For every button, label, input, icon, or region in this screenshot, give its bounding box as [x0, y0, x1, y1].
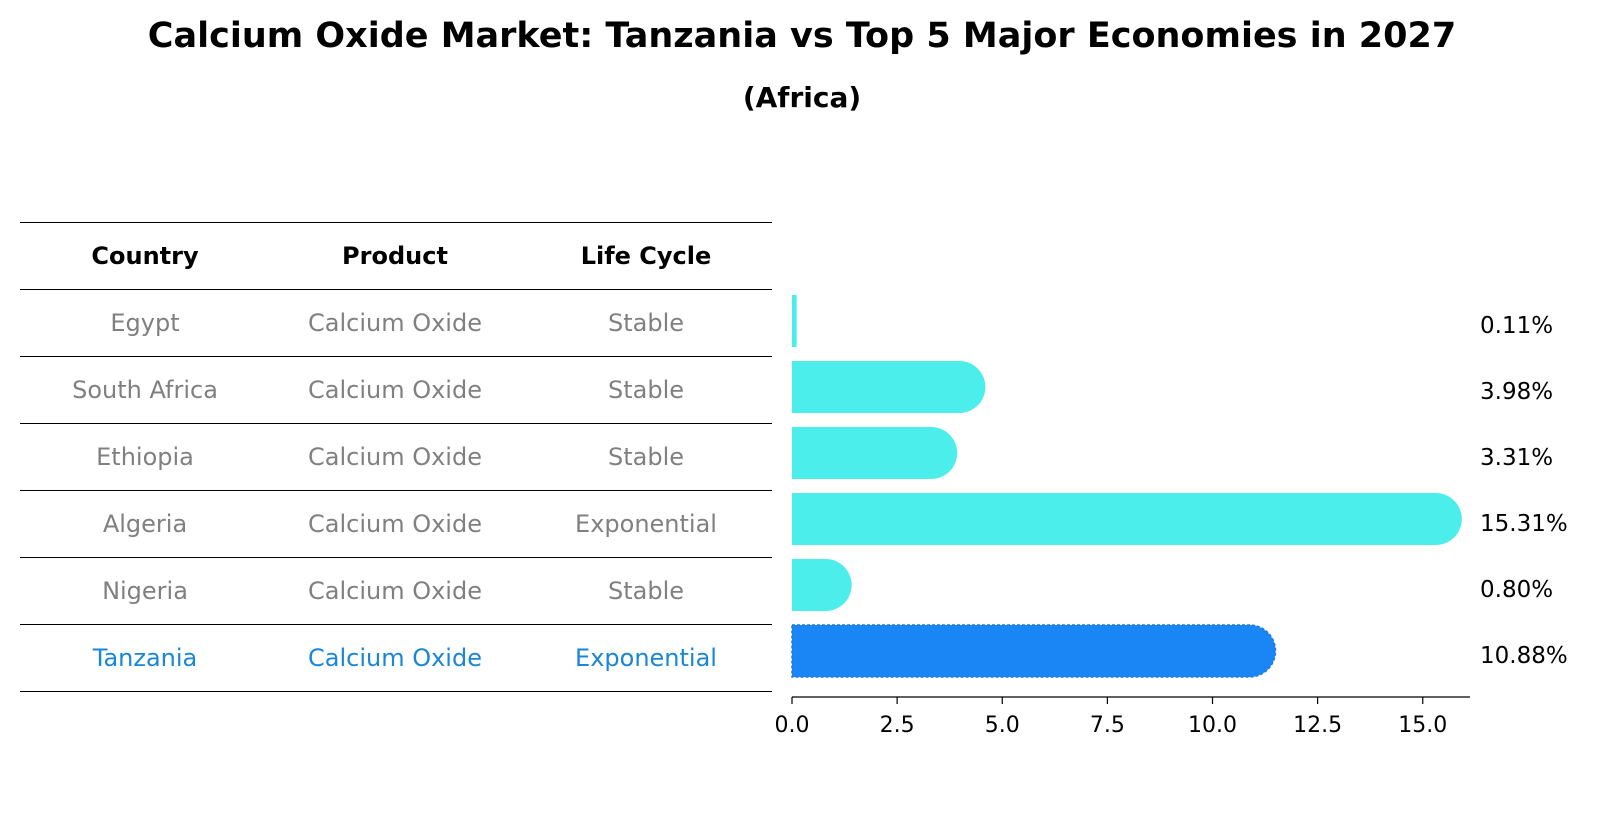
bar	[792, 295, 797, 347]
cell-life-cycle: Exponential	[575, 510, 717, 538]
bar-value-label: 3.31%	[1480, 445, 1553, 471]
cell-life-cycle: Stable	[607, 309, 685, 337]
table-row: Egypt Calcium Oxide Stable	[20, 290, 772, 357]
bar-highlight	[791, 624, 1277, 678]
bar-value-label: 15.31%	[1480, 511, 1568, 537]
cell-product: Calcium Oxide	[308, 510, 482, 538]
table-row: South Africa Calcium Oxide Stable	[20, 357, 772, 424]
bar	[792, 559, 852, 611]
cell-life-cycle: Stable	[607, 443, 685, 471]
header-product: Product	[342, 242, 448, 270]
chart-subtitle: (Africa)	[742, 81, 862, 114]
x-tick-label: 12.5	[1293, 713, 1342, 738]
bar	[792, 427, 958, 479]
cell-country: Tanzania	[92, 644, 198, 672]
x-tick-label: 15.0	[1398, 713, 1447, 738]
x-tick-label: 2.5	[880, 713, 915, 738]
cell-country: Egypt	[110, 309, 180, 337]
cell-country: Algeria	[102, 510, 188, 538]
cell-product: Calcium Oxide	[308, 376, 482, 404]
bar-value-label: 3.98%	[1480, 379, 1553, 405]
cell-country: Nigeria	[102, 577, 188, 605]
x-tick-label: 7.5	[1090, 713, 1125, 738]
bar-value-label: 10.88%	[1480, 643, 1568, 669]
cell-product: Calcium Oxide	[308, 309, 482, 337]
table-row: Ethiopia Calcium Oxide Stable	[20, 424, 772, 491]
cell-life-cycle: Exponential	[575, 644, 717, 672]
bar-value-label: 0.80%	[1480, 577, 1553, 603]
chart-title: Calcium Oxide Market: Tanzania vs Top 5 …	[147, 16, 1457, 56]
cell-product: Calcium Oxide	[308, 577, 482, 605]
bar	[792, 493, 1462, 545]
x-tick-label: 5.0	[985, 713, 1020, 738]
bar	[792, 361, 986, 413]
cell-product: Calcium Oxide	[308, 644, 482, 672]
x-tick-label: 0.0	[775, 713, 810, 738]
header-life-cycle: Life Cycle	[580, 242, 712, 270]
cell-life-cycle: Stable	[607, 376, 685, 404]
bar-value-label: 0.11%	[1480, 313, 1553, 339]
table-row: Nigeria Calcium Oxide Stable	[20, 558, 772, 625]
table-header-row: Country Product Life Cycle	[20, 222, 772, 290]
header-country: Country	[91, 242, 199, 270]
table-row-highlight: Tanzania Calcium Oxide Exponential	[20, 625, 772, 692]
data-table: Country Product Life Cycle Egypt Calcium…	[20, 222, 772, 692]
cell-product: Calcium Oxide	[308, 443, 482, 471]
x-tick-label: 10.0	[1188, 713, 1237, 738]
cell-country: Ethiopia	[96, 443, 194, 471]
cell-country: South Africa	[72, 376, 218, 404]
table-row: Algeria Calcium Oxide Exponential	[20, 491, 772, 558]
cell-life-cycle: Stable	[607, 577, 685, 605]
